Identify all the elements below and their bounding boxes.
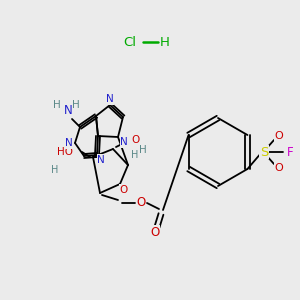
Text: O: O [274, 131, 284, 141]
Text: H: H [53, 100, 61, 110]
Text: S: S [260, 146, 268, 158]
Text: H: H [139, 145, 147, 155]
Text: N: N [97, 155, 105, 165]
Text: O: O [120, 185, 128, 195]
Text: Cl: Cl [124, 35, 136, 49]
Text: F: F [287, 146, 293, 158]
Text: H: H [72, 100, 80, 110]
Text: H: H [131, 150, 139, 160]
Text: O: O [150, 226, 160, 238]
Text: N: N [65, 138, 73, 148]
Text: HO: HO [57, 147, 73, 157]
Text: N: N [106, 94, 114, 104]
Text: O: O [274, 163, 284, 173]
Text: N: N [120, 137, 128, 147]
Text: O: O [136, 196, 146, 209]
Text: H: H [160, 35, 170, 49]
Text: H: H [51, 165, 59, 175]
Text: O: O [131, 135, 139, 145]
Text: N: N [64, 104, 72, 118]
